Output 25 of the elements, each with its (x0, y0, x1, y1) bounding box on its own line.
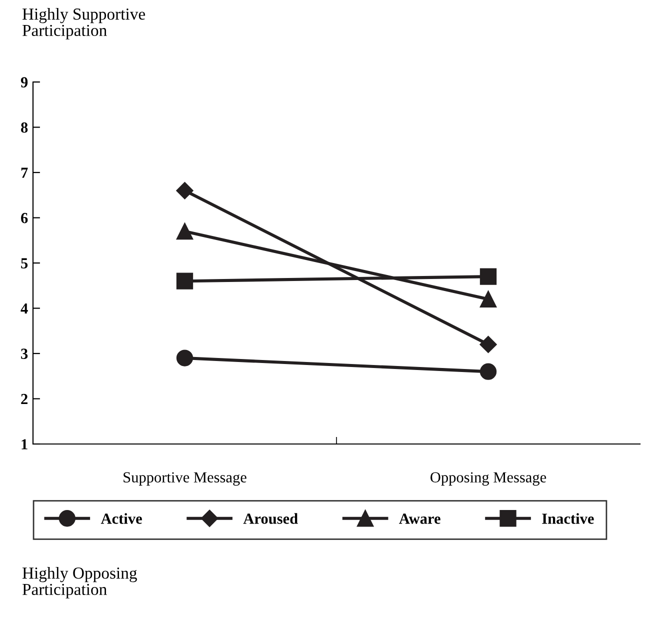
y-tick-label: 6 (21, 212, 28, 224)
point (480, 290, 497, 308)
point (176, 182, 194, 200)
legend-label: Aroused (243, 513, 298, 524)
x-tick-label: Supportive Message (124, 472, 246, 486)
legend-label: Aware (399, 514, 440, 524)
point (480, 363, 497, 380)
legend-label: Inactive (542, 513, 594, 524)
x-tick-label: Opposing Message (430, 472, 546, 486)
point (480, 336, 497, 353)
y-tick-label: 2 (21, 394, 28, 404)
point (176, 222, 194, 240)
legend-label: Active (100, 513, 142, 524)
point (480, 268, 497, 285)
y-tick-label: 3 (21, 348, 28, 359)
y-tick-label: 9 (20, 77, 28, 88)
y-tick-label: 7 (21, 168, 28, 178)
text: Highly Supportive Participation (22, 8, 146, 40)
text: Highly Opposing Participation (22, 567, 137, 598)
y-tick-label: 4 (20, 303, 28, 314)
y-tick-label: 8 (21, 122, 28, 133)
point (176, 272, 194, 290)
y-tick-label: 1 (22, 439, 28, 450)
y-tick-label: 5 (21, 258, 28, 268)
point (176, 350, 194, 366)
